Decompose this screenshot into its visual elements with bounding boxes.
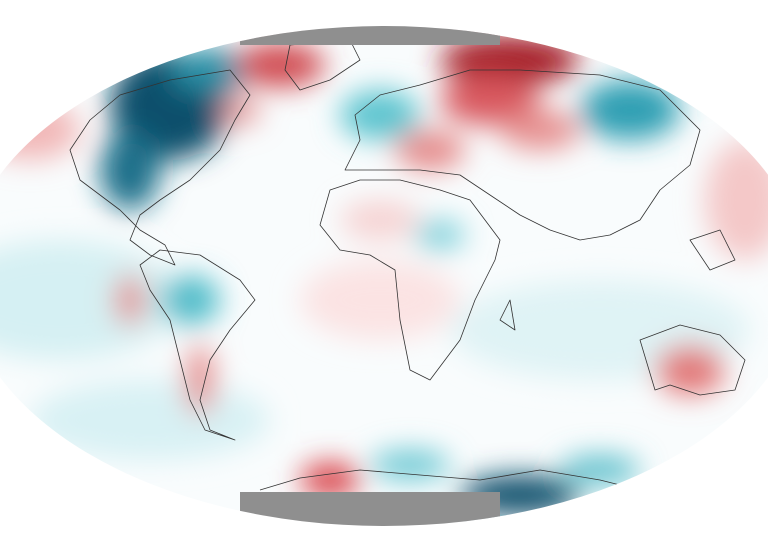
north-polar-cap — [240, 26, 500, 45]
globe — [0, 26, 768, 526]
coastlines — [69, 39, 746, 491]
